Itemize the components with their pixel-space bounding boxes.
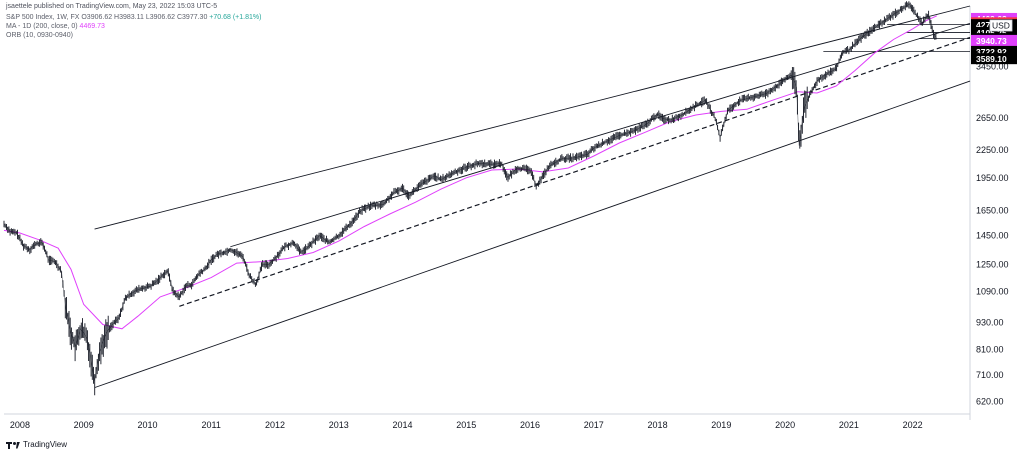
trendline-lower-channel[interactable] xyxy=(94,80,971,389)
price-tag-dark[interactable] xyxy=(971,26,1017,38)
currency-label: USD xyxy=(992,21,1010,31)
time-tick-label: 2020 xyxy=(775,420,795,430)
orb-legend[interactable]: ORB (10, 0930-0940) xyxy=(6,32,73,39)
ma-200-line[interactable] xyxy=(3,15,938,330)
time-tick-label: 2016 xyxy=(520,420,540,430)
price-tick-label: 620.00 xyxy=(976,397,1004,407)
time-tick-label: 2021 xyxy=(839,420,859,430)
symbol-info: S&P 500 Index, 1W, FX O3906.62 H3983.11 … xyxy=(6,13,261,22)
trendline-support[interactable] xyxy=(179,36,971,307)
time-tick-label: 2019 xyxy=(711,420,731,430)
trendline-mid-channel[interactable] xyxy=(230,22,971,248)
price-tag-label: 4105.25 xyxy=(976,28,1007,38)
price-tag-dark[interactable] xyxy=(971,53,1017,65)
ma-legend[interactable]: MA - 1D (200, close, 0) 4469.73 xyxy=(6,22,105,31)
ma-value: 4469.73 xyxy=(79,23,105,30)
published-line: jsaettele published on TradingView.com, … xyxy=(6,3,218,10)
price-tag-label: 3589.10 xyxy=(976,54,1007,64)
price-candles[interactable] xyxy=(3,1,937,396)
price-tick-label: 1650.00 xyxy=(976,205,1009,215)
tradingview-logo-icon xyxy=(6,441,20,449)
time-tick-label: 2022 xyxy=(903,420,923,430)
price-tick-label: 1250.00 xyxy=(976,260,1009,270)
symbol-ohlc: S&P 500 Index, 1W, FX O3906.62 H3983.11 … xyxy=(6,14,208,21)
time-tick-label: 2018 xyxy=(648,420,668,430)
time-tick-label: 2014 xyxy=(392,420,412,430)
tradingview-brand[interactable]: TradingView xyxy=(6,440,67,449)
price-tick-label: 810.00 xyxy=(976,344,1004,354)
time-tick-label: 2012 xyxy=(265,420,285,430)
time-tick-label: 2011 xyxy=(202,420,221,430)
price-tag-label: 3722.92 xyxy=(976,47,1007,57)
symbol-change: +70.68 (+1.81%) xyxy=(209,14,262,21)
price-tick-label: 3450.00 xyxy=(976,61,1009,71)
trendline-upper-channel[interactable] xyxy=(94,5,971,230)
price-tick-label: 1950.00 xyxy=(976,173,1009,183)
price-close-line xyxy=(3,3,938,381)
time-tick-label: 2008 xyxy=(10,420,30,430)
price-tick-label: 1450.00 xyxy=(976,231,1009,241)
time-tick-label: 2009 xyxy=(74,420,94,430)
price-tag-dark[interactable] xyxy=(971,46,1017,58)
brand-label: TradingView xyxy=(23,440,68,449)
price-tick-label: 2650.00 xyxy=(976,113,1009,123)
time-tick-label: 2013 xyxy=(329,420,349,430)
time-tick-label: 2010 xyxy=(137,420,157,430)
price-tag-label: 3940.73 xyxy=(976,36,1007,46)
price-tick-label: 930.00 xyxy=(976,317,1004,327)
currency-tag[interactable] xyxy=(989,19,1013,32)
price-tick-label: 2250.00 xyxy=(976,145,1009,155)
time-tick-label: 2015 xyxy=(456,420,476,430)
time-tick-label: 2017 xyxy=(584,420,604,430)
price-tick-label: 1090.00 xyxy=(976,286,1009,296)
ma-label: MA - 1D (200, close, 0) xyxy=(6,23,78,30)
price-tag-magenta[interactable] xyxy=(971,34,1017,46)
price-tick-label: 710.00 xyxy=(976,370,1004,380)
